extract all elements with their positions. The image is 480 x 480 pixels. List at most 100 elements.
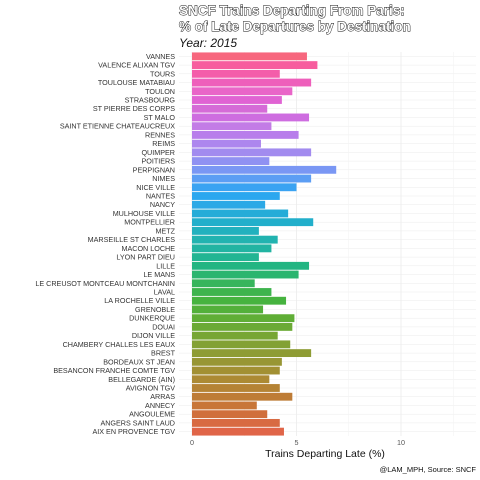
bar [192,122,272,131]
bar [192,296,287,305]
category-label: AIX EN PROVENCE TGV [92,427,175,436]
category-label: VALENCE ALIXAN TGV [98,61,175,70]
category-label: LILLE [156,261,175,270]
bar [192,375,270,384]
x-axis-label: Trains Departing Late (%) [265,448,385,460]
bar [192,226,259,235]
bar [192,235,278,244]
category-label: DOUAI [152,322,175,331]
category-label: ST PIERRE DES CORPS [93,104,175,113]
category-label: ARRAS [150,392,175,401]
bar [192,96,282,104]
bar [192,418,280,427]
category-label: NICE VILLE [136,183,175,192]
bar [192,279,255,288]
bar [192,314,295,323]
category-label: NANCY [150,200,175,209]
category-label: SAINT ETIENNE CHATEAUCREUX [60,122,175,131]
bar [192,52,307,61]
category-label: BELLEGARDE (AIN) [108,375,175,384]
category-label: ST MALO [144,113,176,122]
category-label: BREST [151,349,176,358]
bar [192,270,299,279]
category-label: TOURS [150,69,175,78]
category-label: CHAMBERY CHALLES LES EAUX [63,340,176,349]
category-label: NANTES [146,192,175,201]
category-label: MULHOUSE VILLE [113,209,176,218]
bar [192,218,314,227]
category-label: LYON PART DIEU [116,253,175,262]
category-label: LE CREUSOT MONTCEAU MONTCHANIN [35,279,175,288]
bar [192,366,280,375]
bars [192,52,337,436]
bar [192,87,293,96]
category-label: BESANCON FRANCHE COMTE TGV [53,366,175,375]
bar [192,244,272,253]
bar [192,384,280,392]
category-label: MONTPELLIER [124,218,175,227]
category-label: DIJON VILLE [132,331,175,340]
bar [192,139,261,148]
bar [192,410,268,419]
bar [192,331,278,340]
chart-title-line1: SNCF Trains Departing From Paris: [179,3,405,18]
category-label: REIMS [152,139,175,148]
bar [192,200,266,209]
category-label: TOULOUSE MATABIAU [98,78,175,87]
bar [192,392,293,401]
chart-subtitle: Year: 2015 [179,36,237,50]
x-tick-labels: 0 5 10 [190,438,405,447]
bar [192,305,264,314]
bar [192,253,259,262]
category-label: VANNES [146,52,175,61]
bar [192,340,291,349]
category-label: QUIMPER [141,148,175,157]
chart-title-line2: % of Late Departures by Destination [179,19,411,34]
category-label: AVIGNON TGV [126,384,175,393]
bar [192,209,289,218]
category-label: LAVAL [154,288,175,297]
category-label: PERPIGNAN [133,165,175,174]
x-tick-label: 0 [190,438,194,447]
bar [192,104,268,113]
category-label: DUNKERQUE [129,314,175,323]
category-label: GRENOBLE [135,305,175,314]
x-tick-label: 5 [295,438,299,447]
category-label: LE MANS [143,270,175,279]
bar [192,427,284,436]
bar [192,174,312,183]
bar [192,113,310,122]
category-label: STRASBOURG [125,96,176,105]
category-label: POITIERS [141,157,175,166]
bar [192,61,318,70]
bar [192,322,293,331]
bar [192,192,280,200]
category-label: MARSEILLE ST CHARLES [88,235,176,244]
bar [192,349,312,358]
category-label: RENNES [145,130,175,139]
category-label: LA ROCHELLE VILLE [104,296,175,305]
category-label: BORDEAUX ST JEAN [103,357,175,366]
bar [192,78,312,87]
bar [192,69,280,78]
bar [192,148,312,157]
category-label: TOULON [145,87,175,96]
bar [192,401,257,410]
bar [192,157,270,166]
bar [192,183,297,192]
bar [192,130,299,139]
bar [192,288,272,296]
category-label: NIMES [152,174,175,183]
chart-caption: @LAM_MPH, Source: SNCF [380,465,477,474]
category-label: METZ [155,226,175,235]
x-tick-label: 10 [397,438,405,447]
bar [192,165,337,174]
bar [192,261,310,270]
bar [192,357,282,366]
category-label: ANGOULEME [129,410,175,419]
category-label: ANGERS SAINT LAUD [100,418,175,427]
category-label: ANNECY [145,401,175,410]
category-label: MACON LOCHE [121,244,175,253]
